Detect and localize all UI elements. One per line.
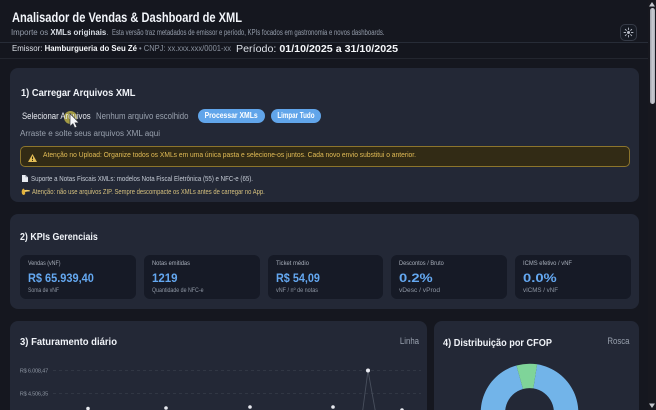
svg-text:R$ 4.506,35: R$ 4.506,35 — [20, 392, 48, 398]
svg-text:R$ 6.008,47: R$ 6.008,47 — [20, 369, 48, 375]
